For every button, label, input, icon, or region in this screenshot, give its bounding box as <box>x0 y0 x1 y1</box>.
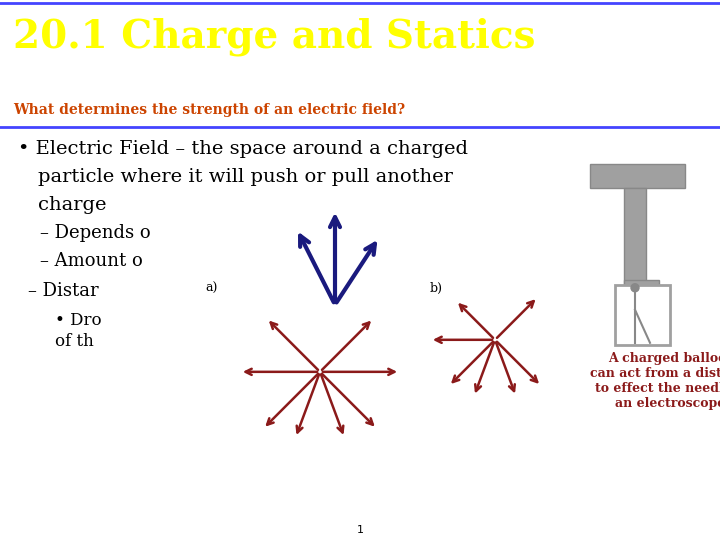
Text: of th: of th <box>55 333 94 350</box>
Text: What determines the strength of an electric field?: What determines the strength of an elect… <box>13 103 405 117</box>
Text: – Depends o: – Depends o <box>40 224 150 242</box>
Text: a): a) <box>205 282 217 295</box>
Bar <box>615 285 670 345</box>
Text: particle where it will push or pull another: particle where it will push or pull anot… <box>38 167 453 186</box>
Bar <box>590 164 685 188</box>
Text: • Dro: • Dro <box>55 312 102 329</box>
Text: – Distar: – Distar <box>28 282 99 300</box>
Text: b): b) <box>430 282 443 295</box>
Bar <box>624 280 659 292</box>
Text: 20.1 Charge and Statics: 20.1 Charge and Statics <box>13 17 536 56</box>
Circle shape <box>631 284 639 292</box>
Text: charge: charge <box>38 195 107 214</box>
Text: – Amount o: – Amount o <box>40 252 143 269</box>
Text: • Electric Field – the space around a charged: • Electric Field – the space around a ch… <box>18 140 468 158</box>
Text: A charged balloon
can act from a distance
to effect the needle of
an electroscop: A charged balloon can act from a distanc… <box>590 352 720 410</box>
Bar <box>624 188 646 285</box>
Text: 1: 1 <box>356 525 364 535</box>
